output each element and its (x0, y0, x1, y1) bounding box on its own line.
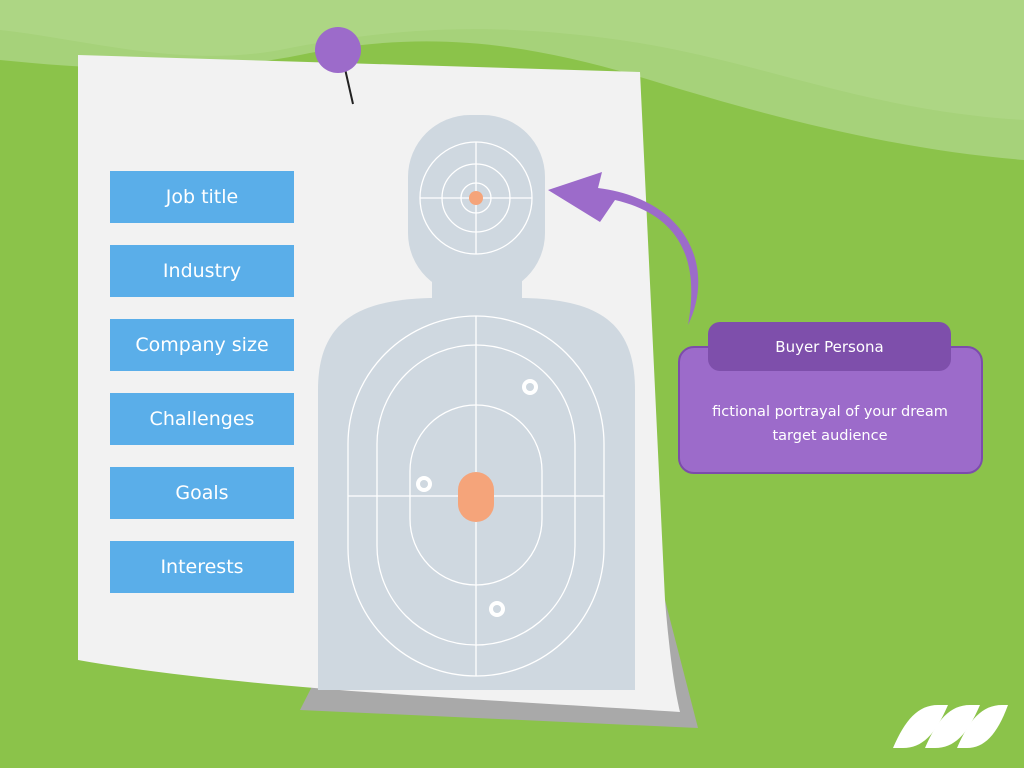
attribute-label: Goals (175, 482, 229, 504)
attribute-label: Job title (165, 186, 239, 208)
attribute-label: Interests (160, 556, 244, 578)
attribute-goals: Goals (110, 467, 294, 519)
target-silhouette (318, 115, 635, 690)
brand-logo (893, 705, 1008, 748)
attribute-company-size: Company size (110, 319, 294, 371)
callout-title-text: Buyer Persona (775, 337, 884, 356)
callout-title: Buyer Persona (708, 322, 951, 371)
attribute-label: Industry (162, 260, 242, 282)
attribute-interests: Interests (110, 541, 294, 593)
attribute-label: Company size (135, 334, 269, 356)
body-bullseye (458, 472, 494, 522)
attribute-label: Challenges (149, 408, 255, 430)
push-pin-icon (315, 27, 361, 105)
attribute-job-title: Job title (110, 171, 294, 223)
callout-description: fictional portrayal of your dream target… (712, 404, 948, 444)
head-bullseye (469, 191, 483, 205)
attribute-industry: Industry (110, 245, 294, 297)
curved-arrow-icon (548, 172, 699, 325)
attribute-challenges: Challenges (110, 393, 294, 445)
